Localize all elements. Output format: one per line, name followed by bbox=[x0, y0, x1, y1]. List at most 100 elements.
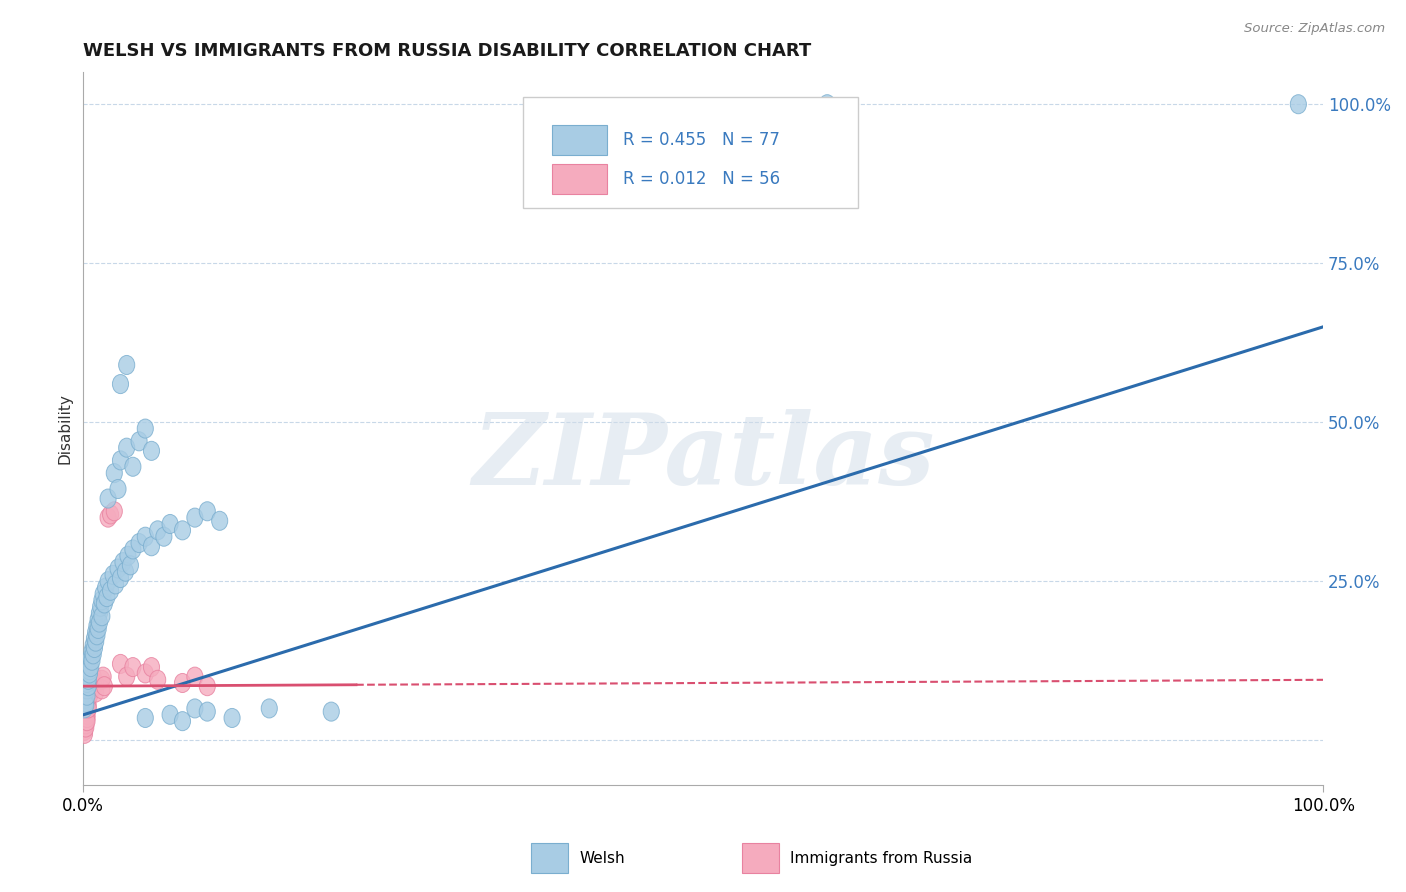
Ellipse shape bbox=[224, 708, 240, 728]
Ellipse shape bbox=[94, 591, 110, 610]
Ellipse shape bbox=[76, 699, 93, 718]
Ellipse shape bbox=[90, 610, 107, 629]
Ellipse shape bbox=[200, 677, 215, 696]
Ellipse shape bbox=[76, 718, 93, 737]
Ellipse shape bbox=[138, 664, 153, 683]
Ellipse shape bbox=[76, 692, 93, 712]
Ellipse shape bbox=[76, 699, 93, 718]
Ellipse shape bbox=[174, 521, 191, 540]
Ellipse shape bbox=[76, 724, 93, 743]
Ellipse shape bbox=[91, 604, 107, 623]
Ellipse shape bbox=[120, 546, 136, 566]
Text: Welsh: Welsh bbox=[579, 851, 624, 865]
Ellipse shape bbox=[91, 613, 107, 632]
Ellipse shape bbox=[118, 667, 135, 686]
Ellipse shape bbox=[103, 505, 118, 524]
FancyBboxPatch shape bbox=[523, 97, 858, 208]
Ellipse shape bbox=[77, 708, 94, 728]
Ellipse shape bbox=[79, 708, 96, 728]
Ellipse shape bbox=[118, 438, 135, 458]
Ellipse shape bbox=[112, 375, 128, 393]
Ellipse shape bbox=[77, 692, 94, 712]
Ellipse shape bbox=[80, 670, 96, 690]
Ellipse shape bbox=[82, 655, 97, 673]
Ellipse shape bbox=[100, 572, 117, 591]
Ellipse shape bbox=[162, 706, 179, 724]
Ellipse shape bbox=[82, 661, 97, 680]
Text: R = 0.012   N = 56: R = 0.012 N = 56 bbox=[623, 170, 780, 188]
FancyBboxPatch shape bbox=[553, 125, 606, 155]
Ellipse shape bbox=[125, 458, 141, 476]
Ellipse shape bbox=[82, 664, 97, 683]
Ellipse shape bbox=[131, 533, 148, 553]
Ellipse shape bbox=[96, 584, 111, 604]
Ellipse shape bbox=[76, 706, 93, 724]
Ellipse shape bbox=[86, 635, 101, 655]
Ellipse shape bbox=[76, 702, 93, 721]
Ellipse shape bbox=[79, 683, 96, 702]
Ellipse shape bbox=[200, 702, 215, 721]
Ellipse shape bbox=[323, 702, 339, 721]
Ellipse shape bbox=[79, 686, 96, 706]
Ellipse shape bbox=[84, 651, 100, 670]
Ellipse shape bbox=[83, 683, 98, 702]
Ellipse shape bbox=[107, 574, 124, 594]
Ellipse shape bbox=[80, 680, 96, 699]
Ellipse shape bbox=[262, 699, 277, 718]
Ellipse shape bbox=[77, 696, 94, 714]
Text: WELSH VS IMMIGRANTS FROM RUSSIA DISABILITY CORRELATION CHART: WELSH VS IMMIGRANTS FROM RUSSIA DISABILI… bbox=[83, 42, 811, 60]
Ellipse shape bbox=[107, 464, 122, 483]
Ellipse shape bbox=[98, 588, 115, 607]
Ellipse shape bbox=[86, 629, 103, 648]
Ellipse shape bbox=[149, 670, 166, 690]
Ellipse shape bbox=[87, 683, 104, 702]
Ellipse shape bbox=[90, 619, 107, 639]
Ellipse shape bbox=[76, 721, 93, 740]
Ellipse shape bbox=[103, 582, 118, 600]
Ellipse shape bbox=[1291, 95, 1306, 114]
Ellipse shape bbox=[89, 616, 105, 635]
Ellipse shape bbox=[79, 712, 96, 731]
Ellipse shape bbox=[212, 511, 228, 531]
Ellipse shape bbox=[77, 706, 94, 724]
Ellipse shape bbox=[112, 450, 128, 470]
Ellipse shape bbox=[87, 632, 104, 651]
Ellipse shape bbox=[76, 714, 93, 734]
Ellipse shape bbox=[100, 508, 117, 527]
Ellipse shape bbox=[118, 355, 135, 375]
Ellipse shape bbox=[187, 699, 202, 718]
Ellipse shape bbox=[77, 718, 94, 737]
Text: ZIPatlas: ZIPatlas bbox=[472, 409, 935, 506]
Ellipse shape bbox=[122, 556, 138, 574]
Ellipse shape bbox=[156, 527, 172, 546]
Ellipse shape bbox=[76, 696, 93, 714]
Ellipse shape bbox=[79, 702, 96, 721]
Ellipse shape bbox=[80, 677, 96, 696]
Ellipse shape bbox=[174, 673, 191, 692]
Ellipse shape bbox=[86, 677, 103, 696]
Ellipse shape bbox=[86, 645, 101, 664]
Ellipse shape bbox=[125, 657, 141, 677]
Ellipse shape bbox=[87, 673, 104, 692]
Ellipse shape bbox=[86, 639, 103, 657]
Ellipse shape bbox=[138, 708, 153, 728]
Ellipse shape bbox=[820, 95, 835, 114]
Ellipse shape bbox=[80, 667, 96, 686]
Ellipse shape bbox=[125, 540, 141, 559]
Ellipse shape bbox=[110, 480, 127, 499]
Ellipse shape bbox=[105, 566, 121, 584]
Ellipse shape bbox=[97, 578, 114, 597]
Ellipse shape bbox=[94, 607, 110, 626]
Ellipse shape bbox=[76, 712, 93, 731]
Ellipse shape bbox=[83, 673, 98, 692]
Ellipse shape bbox=[94, 670, 110, 690]
Ellipse shape bbox=[94, 680, 110, 699]
Ellipse shape bbox=[93, 597, 108, 616]
Ellipse shape bbox=[149, 521, 166, 540]
Ellipse shape bbox=[77, 686, 94, 706]
Ellipse shape bbox=[82, 686, 97, 706]
Ellipse shape bbox=[82, 677, 97, 696]
Ellipse shape bbox=[162, 515, 179, 533]
Ellipse shape bbox=[96, 667, 111, 686]
Ellipse shape bbox=[76, 708, 93, 728]
